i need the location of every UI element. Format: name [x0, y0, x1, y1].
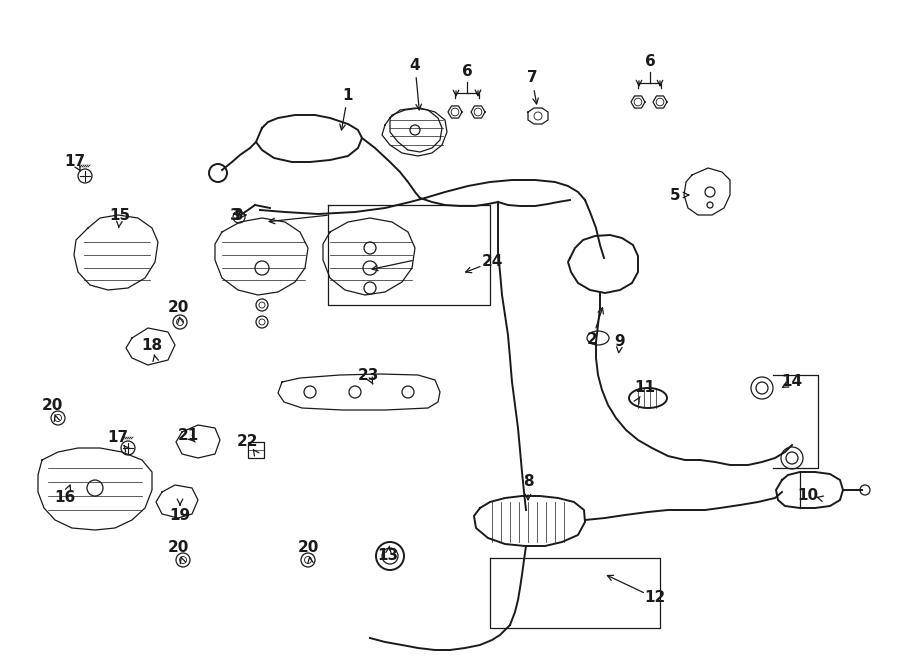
Bar	[248, 442, 264, 458]
Text: 9: 9	[615, 334, 626, 350]
Text: 3: 3	[230, 208, 240, 223]
Text: 16: 16	[54, 490, 76, 506]
Text: 1: 1	[343, 87, 353, 102]
Text: 6: 6	[644, 54, 655, 69]
Text: 23: 23	[357, 368, 379, 383]
Text: 10: 10	[797, 488, 819, 502]
Text: 2: 2	[587, 332, 598, 348]
Text: 20: 20	[167, 301, 189, 315]
Text: 20: 20	[167, 541, 189, 555]
Text: 6: 6	[462, 65, 472, 79]
Text: 4: 4	[410, 58, 420, 73]
Text: 12: 12	[644, 590, 666, 605]
Text: 20: 20	[41, 397, 63, 412]
Text: 14: 14	[781, 375, 803, 389]
Text: 19: 19	[169, 508, 191, 522]
Text: 15: 15	[110, 208, 130, 223]
Text: 11: 11	[634, 381, 655, 395]
Text: 24: 24	[482, 254, 503, 270]
Text: 21: 21	[177, 428, 199, 442]
Text: 18: 18	[141, 338, 163, 352]
Text: 20: 20	[297, 541, 319, 555]
Text: 3: 3	[233, 208, 243, 223]
Text: 5: 5	[670, 188, 680, 202]
Text: 17: 17	[65, 155, 86, 169]
Text: 22: 22	[238, 434, 259, 449]
Text: 7: 7	[526, 71, 537, 85]
Text: 17: 17	[107, 430, 129, 446]
Text: 13: 13	[377, 549, 399, 563]
Text: 8: 8	[523, 475, 534, 490]
